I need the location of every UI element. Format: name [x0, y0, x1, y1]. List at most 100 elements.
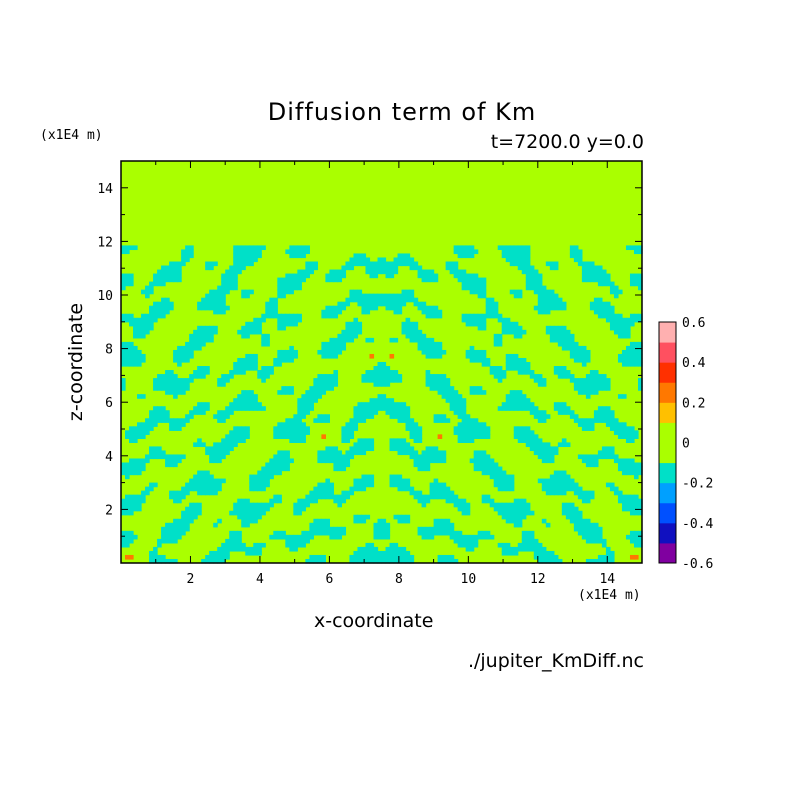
field-cell [353, 446, 359, 452]
field-cell [453, 402, 459, 407]
field-cell [325, 530, 330, 536]
field-cell [145, 285, 150, 291]
field-cell [373, 410, 379, 415]
field-cell [229, 546, 234, 552]
field-cell [337, 341, 343, 347]
field-cell [569, 345, 575, 351]
field-cell [481, 285, 487, 291]
field-cell [621, 434, 627, 439]
colorbar-swatch [659, 342, 676, 363]
field-cell [381, 406, 387, 411]
field-cell [577, 253, 583, 259]
field-cell [449, 530, 455, 536]
field-cell [237, 438, 242, 443]
field-cell [473, 281, 479, 287]
field-cell [529, 406, 535, 411]
field-cell [633, 357, 639, 363]
field-cell [289, 349, 294, 355]
field-cell [425, 462, 431, 468]
field-cell [453, 426, 459, 431]
field-cell [229, 370, 234, 375]
field-cell [241, 502, 246, 508]
field-cell [457, 506, 463, 512]
field-cell [417, 269, 423, 275]
field-cell [321, 345, 326, 351]
field-cell [585, 454, 591, 460]
field-cell [481, 494, 487, 500]
field-cell [457, 410, 463, 415]
field-cell [257, 550, 262, 556]
field-cell [529, 530, 535, 536]
field-cell [381, 301, 387, 307]
field-cell [441, 414, 447, 419]
field-cell [145, 317, 150, 323]
field-cell [405, 317, 411, 323]
field-cell [429, 494, 435, 500]
field-cell [509, 406, 515, 411]
field-cell [413, 490, 419, 496]
field-cell [573, 514, 579, 520]
field-cell [629, 534, 635, 540]
field-cell [513, 245, 519, 251]
field-cell [245, 257, 250, 263]
field-cell [537, 550, 543, 556]
field-cell [449, 269, 455, 275]
field-cell [353, 297, 359, 303]
field-cell [525, 285, 531, 291]
field-cell [597, 313, 603, 319]
field-cell [329, 349, 335, 355]
field-cell [293, 502, 298, 508]
field-cell [397, 438, 403, 443]
field-cell [509, 478, 515, 484]
field-cell [369, 558, 375, 564]
field-cell [249, 394, 254, 399]
field-cell [325, 341, 330, 347]
field-cell [225, 374, 230, 379]
field-cell [173, 386, 178, 391]
field-cell [329, 458, 335, 464]
x-tick-label: 8 [395, 572, 403, 587]
field-cell [573, 357, 579, 363]
field-cell [393, 478, 399, 484]
field-cell [233, 510, 238, 516]
field-cell [285, 418, 290, 423]
field-cell [621, 506, 627, 512]
field-cell [589, 538, 595, 544]
field-cell [241, 293, 246, 299]
field-cell [233, 534, 238, 540]
field-cell [249, 249, 254, 255]
field-cell [417, 333, 423, 339]
field-cell [509, 506, 515, 512]
field-cell [521, 366, 527, 371]
field-cell [625, 534, 631, 540]
field-cell [481, 313, 487, 319]
field-cell [609, 309, 615, 315]
field-cell [249, 353, 254, 359]
field-cell [537, 305, 543, 311]
field-cell [461, 277, 467, 283]
field-cell [321, 349, 326, 355]
field-cell [173, 265, 178, 271]
field-cell [625, 325, 631, 331]
field-cell [121, 498, 126, 504]
field-cell [609, 285, 615, 291]
field-cell [381, 554, 387, 560]
field-cell [541, 305, 547, 311]
field-cell [145, 289, 150, 295]
field-cell [377, 402, 383, 407]
field-cell [313, 526, 318, 532]
field-cell [597, 554, 603, 560]
colorbar-swatch [659, 382, 676, 403]
field-cell [445, 498, 451, 504]
field-cell [201, 325, 206, 331]
field-cell [557, 329, 563, 335]
field-cell [213, 522, 218, 528]
field-cell [177, 422, 182, 427]
field-cell [181, 510, 186, 516]
field-cell [517, 257, 523, 263]
field-cell [489, 466, 495, 472]
field-cell [453, 430, 459, 435]
field-cell [417, 345, 423, 351]
field-cell [157, 418, 162, 423]
field-cell [185, 490, 190, 496]
